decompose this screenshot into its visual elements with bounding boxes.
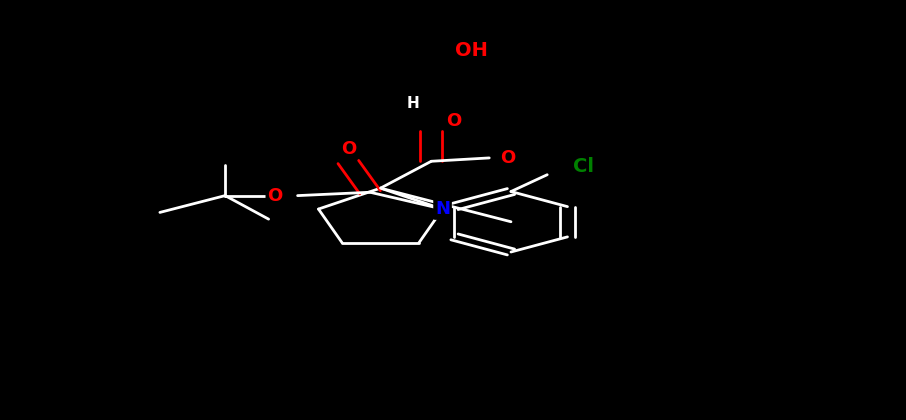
Text: O: O: [267, 186, 283, 205]
Text: OH: OH: [455, 41, 487, 60]
Text: O: O: [447, 112, 461, 129]
Text: N: N: [435, 200, 450, 218]
Text: H: H: [407, 96, 419, 111]
Text: O: O: [341, 140, 356, 158]
Text: Cl: Cl: [573, 157, 594, 176]
Text: O: O: [500, 149, 515, 167]
